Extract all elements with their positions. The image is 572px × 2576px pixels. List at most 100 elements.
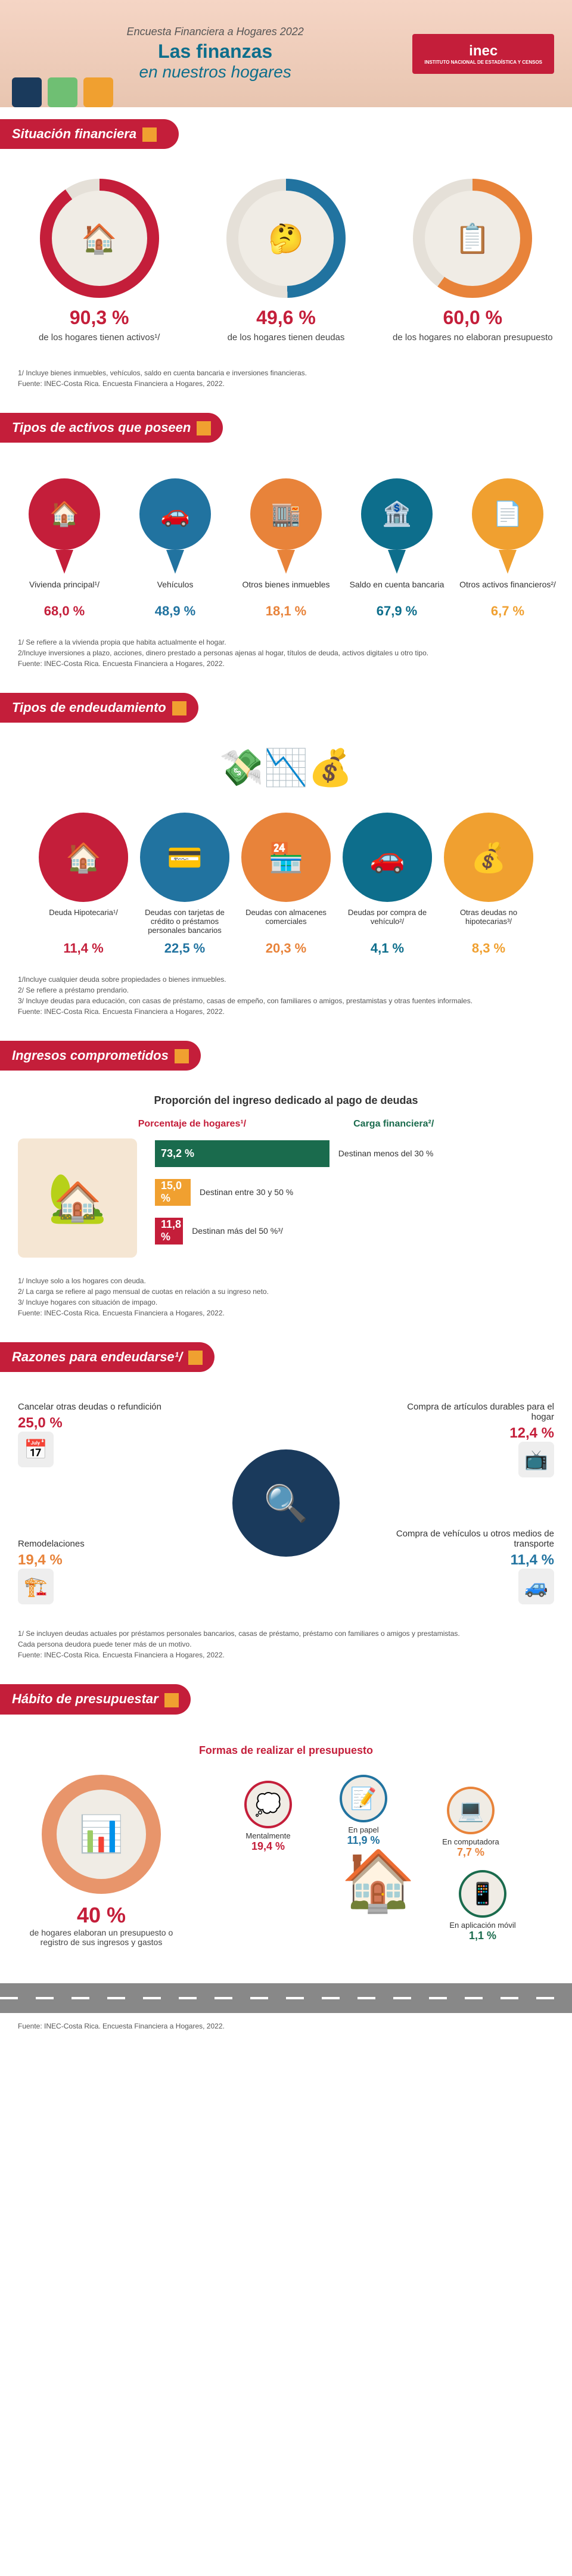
- forma-label: Mentalmente: [226, 1831, 310, 1840]
- circle-icon: 📋: [425, 191, 520, 286]
- ingresos-subtitle: Proporción del ingreso dedicado al pago …: [18, 1094, 554, 1107]
- bar-row: 15,0 % Destinan entre 30 y 50 %: [155, 1179, 554, 1206]
- forma-label: En computadora: [429, 1837, 512, 1846]
- balloon-pct: 18,1 %: [234, 603, 338, 619]
- ingresos-section: Proporción del ingreso dedicado al pago …: [0, 1082, 572, 1270]
- wave-pct: 4,1 %: [337, 941, 438, 956]
- road-deco: [0, 1983, 572, 2013]
- wave-icon: 🚗: [343, 813, 432, 902]
- circle-pct: 49,6 %: [198, 307, 373, 329]
- bar: 11,8 %: [155, 1218, 183, 1245]
- bar-row: 11,8 % Destinan más del 50 %³/: [155, 1218, 554, 1245]
- balloon-pct: 67,9 %: [344, 603, 449, 619]
- razon-item: Compra de artículos durables para el hog…: [387, 1402, 554, 1477]
- circle-desc: de los hogares no elaboran presupuesto: [386, 332, 560, 344]
- razon-icon: 🏗️: [18, 1569, 54, 1604]
- header-subtitle: Encuesta Financiera a Hogares 2022: [18, 26, 412, 38]
- razon-icon: 🚙: [518, 1569, 554, 1604]
- balloon-icon: 🚗: [139, 478, 211, 550]
- habito-desc: de hogares elaboran un presupuesto o reg…: [18, 1928, 185, 1947]
- habito-section: Formas de realizar el presupuesto 📊 40 %…: [0, 1726, 572, 1971]
- balloon-icon: 🏦: [361, 478, 433, 550]
- circle-pct: 90,3 %: [12, 307, 186, 329]
- balloon-pct: 48,9 %: [123, 603, 228, 619]
- forma-pct: 7,7 %: [429, 1846, 512, 1859]
- situacion-notes: 1/ Incluye bienes inmuebles, vehículos, …: [0, 362, 572, 401]
- wave-item: 🏠 Deuda Hipotecaria¹/ 11,4 %: [33, 813, 134, 956]
- inec-logo: inec INSTITUTO NACIONAL DE ESTADÍSTICA Y…: [412, 34, 554, 74]
- wave-icon: 🏪: [241, 813, 331, 902]
- situacion-row: 🏠 90,3 % de los hogares tienen activos¹/…: [0, 161, 572, 362]
- bar-row: 73,2 % Destinan menos del 30 %: [155, 1140, 554, 1167]
- forma-icon: 💭: [244, 1781, 292, 1828]
- section-activos-title: Tipos de activos que poseen: [0, 413, 223, 443]
- razon-icon: 📅: [18, 1432, 54, 1467]
- endeudamiento-row: 🏠 Deuda Hipotecaria¹/ 11,4 % 💳 Deudas co…: [0, 801, 572, 968]
- wave-item: 💳 Deudas con tarjetas de crédito o prést…: [134, 813, 235, 956]
- wave-pct: 20,3 %: [235, 941, 337, 956]
- forma-item: 📱 En aplicación móvil 1,1 %: [441, 1870, 524, 1942]
- bar-label: Destinan entre 30 y 50 %: [200, 1187, 293, 1197]
- forma-pct: 1,1 %: [441, 1930, 524, 1942]
- razon-pct: 19,4 %: [18, 1552, 185, 1569]
- razon-item: Compra de vehículos u otros medios de tr…: [387, 1529, 554, 1604]
- wave-label: Otras deudas no hipotecarias³/: [438, 908, 539, 938]
- wave-label: Deudas con tarjetas de crédito o préstam…: [134, 908, 235, 938]
- balloon-label: Vehículos: [123, 580, 228, 601]
- habito-house-icon: 🏠: [325, 1846, 432, 1953]
- final-source: Fuente: INEC-Costa Rica. Encuesta Financ…: [0, 2013, 572, 2039]
- balloon-item: 🏬 Otros bienes inmuebles 18,1 %: [234, 478, 338, 619]
- forma-icon: 📱: [459, 1870, 506, 1918]
- debt-illustration: 💸📉💰: [0, 735, 572, 801]
- balloon-item: 🏦 Saldo en cuenta bancaria 67,9 %: [344, 478, 449, 619]
- balloon-label: Saldo en cuenta bancaria: [344, 580, 449, 601]
- forma-icon: 💻: [447, 1787, 495, 1834]
- section-habito-title: Hábito de presupuestar: [0, 1684, 191, 1714]
- wave-pct: 22,5 %: [134, 941, 235, 956]
- section-ingresos-title: Ingresos comprometidos: [0, 1041, 201, 1071]
- balloon-item: 📄 Otros activos financieros²/ 6,7 %: [455, 478, 560, 619]
- wave-pct: 8,3 %: [438, 941, 539, 956]
- razon-label: Compra de vehículos u otros medios de tr…: [387, 1529, 554, 1549]
- forma-item: 💻 En computadora 7,7 %: [429, 1787, 512, 1859]
- balloon-pct: 6,7 %: [455, 603, 560, 619]
- bar-label: Destinan menos del 30 %: [338, 1149, 434, 1158]
- header-title: Las finanzas en nuestros hogares: [18, 41, 412, 82]
- circle-icon: 🏠: [52, 191, 147, 286]
- forma-item: 💭 Mentalmente 19,4 %: [226, 1781, 310, 1853]
- balloon-pct: 68,0 %: [12, 603, 117, 619]
- forma-label: En aplicación móvil: [441, 1921, 524, 1930]
- razon-label: Remodelaciones: [18, 1539, 185, 1549]
- forma-pct: 11,9 %: [322, 1834, 405, 1847]
- balloon-icon: 📄: [472, 478, 543, 550]
- bar-label: Destinan más del 50 %³/: [192, 1226, 283, 1236]
- razon-item: Remodelaciones 19,4 % 🏗️: [18, 1539, 185, 1604]
- section-razones-title: Razones para endeudarse¹/: [0, 1342, 214, 1372]
- razones-notes: 1/ Se incluyen deudas actuales por prést…: [0, 1622, 572, 1672]
- wave-icon: 💳: [140, 813, 229, 902]
- habito-subtitle: Formas de realizar el presupuesto: [18, 1744, 554, 1757]
- forma-label: En papel: [322, 1825, 405, 1834]
- wave-label: Deuda Hipotecaria¹/: [33, 908, 134, 938]
- razon-icon: 📺: [518, 1442, 554, 1477]
- wave-pct: 11,4 %: [33, 941, 134, 956]
- habito-pct: 40 %: [18, 1903, 185, 1928]
- ingresos-h2: Carga financiera²/: [353, 1119, 434, 1130]
- circle-desc: de los hogares tienen deudas: [198, 332, 373, 344]
- wave-label: Deudas con almacenes comerciales: [235, 908, 337, 938]
- wave-item: 🚗 Deudas por compra de vehículo²/ 4,1 %: [337, 813, 438, 956]
- wave-icon: 🏠: [39, 813, 128, 902]
- balloon-icon: 🏬: [250, 478, 322, 550]
- forma-icon: 📝: [340, 1775, 387, 1822]
- bar: 15,0 %: [155, 1179, 191, 1206]
- bar: 73,2 %: [155, 1140, 329, 1167]
- house-illustration: 🏡: [18, 1138, 137, 1258]
- balloon-icon: 🏠: [29, 478, 100, 550]
- razon-label: Cancelar otras deudas o refundición: [18, 1402, 185, 1412]
- circle-icon: 🤔: [238, 191, 334, 286]
- balloon-item: 🚗 Vehículos 48,9 %: [123, 478, 228, 619]
- activos-notes: 1/ Se refiere a la vivienda propia que h…: [0, 631, 572, 681]
- razon-label: Compra de artículos durables para el hog…: [387, 1402, 554, 1422]
- razon-pct: 11,4 %: [387, 1552, 554, 1569]
- endeudamiento-notes: 1/Incluye cualquier deuda sobre propieda…: [0, 968, 572, 1029]
